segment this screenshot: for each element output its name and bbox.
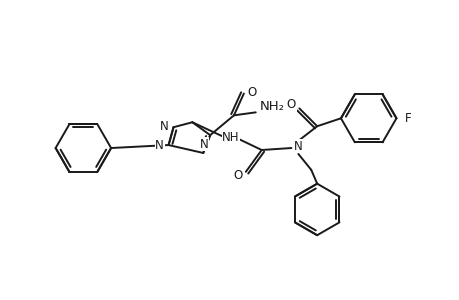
Text: F: F [404,112,411,125]
Text: N: N [199,138,208,151]
Text: N: N [160,120,168,133]
Text: O: O [286,98,296,111]
Text: O: O [246,86,256,99]
Text: NH: NH [222,130,239,144]
Text: N: N [293,140,302,152]
Text: NH₂: NH₂ [259,100,285,113]
Text: O: O [233,169,242,182]
Text: N: N [155,139,164,152]
